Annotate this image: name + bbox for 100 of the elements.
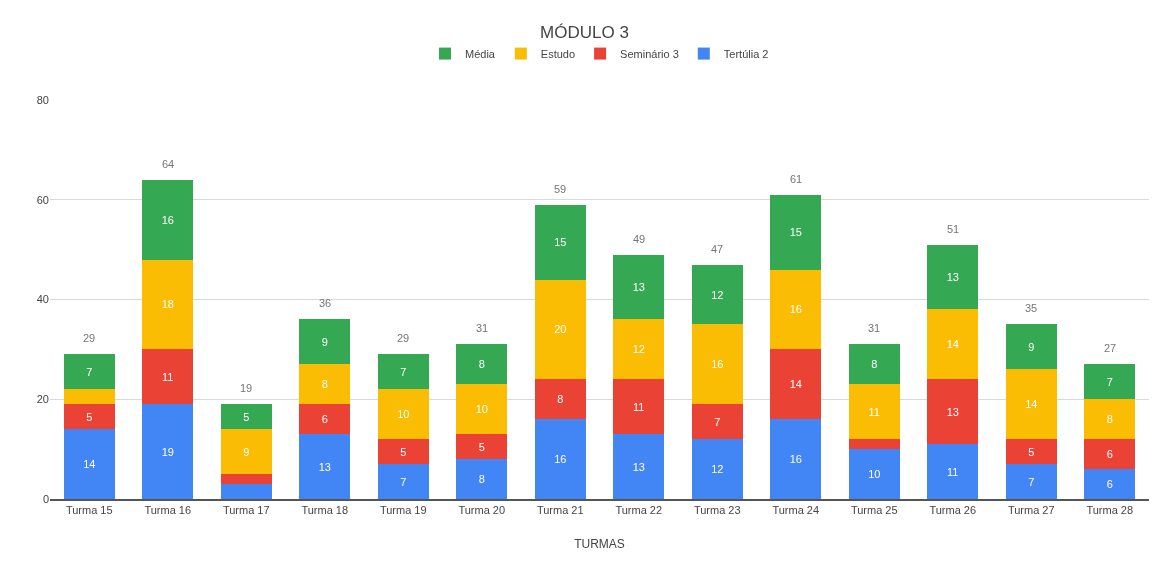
bar	[1084, 469, 1136, 499]
data-label: 5	[1028, 445, 1035, 458]
legend-label: Seminário 3	[620, 47, 679, 60]
bar	[220, 404, 272, 430]
data-label: 12	[711, 463, 724, 476]
data-label: 15	[554, 236, 567, 249]
data-label: 8	[478, 358, 485, 371]
data-label: 16	[789, 303, 802, 316]
legend-label: Estudo	[540, 47, 576, 60]
chart-title: MÓDULO 3	[540, 22, 629, 42]
total-label: 19	[240, 382, 253, 394]
total-label: 29	[83, 332, 96, 344]
bar	[220, 474, 272, 485]
data-label: 9	[321, 335, 328, 348]
data-label: 16	[161, 213, 174, 226]
data-label: 14	[946, 338, 959, 351]
bar	[534, 279, 586, 380]
data-label: 9	[243, 445, 250, 458]
x-tick-label: Turma 27	[1007, 503, 1055, 516]
data-label: 8	[1106, 413, 1113, 426]
total-label: 61	[790, 173, 803, 185]
bar	[770, 419, 822, 499]
x-tick-label: Turma 18	[301, 503, 349, 516]
total-label: 59	[554, 183, 567, 195]
data-label: 10	[397, 408, 410, 421]
bar	[691, 404, 743, 440]
data-label: 7	[86, 365, 93, 378]
data-label: 10	[475, 403, 488, 416]
bar	[377, 354, 429, 390]
bar	[848, 344, 900, 385]
bar	[691, 324, 743, 405]
y-tick-label: 40	[36, 293, 49, 306]
y-tick-label: 80	[36, 93, 49, 106]
bar	[927, 444, 979, 499]
bar	[456, 434, 508, 460]
data-label: 12	[711, 288, 724, 301]
data-label: 13	[946, 405, 959, 418]
total-label: 35	[1025, 302, 1038, 314]
bar	[63, 404, 115, 430]
x-tick-label: Turma 17	[222, 503, 270, 516]
data-label: 6	[321, 413, 328, 426]
total-label: 31	[868, 322, 881, 334]
bar	[1005, 439, 1057, 465]
legend-label: Média	[465, 47, 496, 60]
bar	[456, 459, 508, 499]
data-label: 18	[161, 298, 174, 311]
data-label: 13	[632, 281, 645, 294]
x-tick-label: Turma 22	[615, 503, 663, 516]
bar	[377, 389, 429, 440]
bar	[534, 379, 586, 420]
bar	[1084, 439, 1136, 470]
bar	[63, 354, 115, 390]
data-label: 5	[243, 410, 250, 423]
x-tick-label: Turma 28	[1086, 503, 1134, 516]
total-label: 64	[162, 158, 175, 170]
bar	[142, 404, 194, 499]
bar	[299, 319, 351, 365]
data-label: 13	[632, 460, 645, 473]
bar	[848, 439, 900, 450]
legend-label: Tertúlia 2	[723, 47, 769, 60]
total-label: 27	[1104, 342, 1117, 354]
data-label: 16	[789, 453, 802, 466]
bar	[770, 269, 822, 350]
bar	[299, 364, 351, 405]
bar	[1005, 324, 1057, 370]
data-label: 7	[400, 365, 407, 378]
bar	[456, 344, 508, 385]
data-label: 16	[711, 358, 724, 371]
data-label: 14	[789, 378, 802, 391]
data-label: 16	[554, 453, 567, 466]
data-label: 14	[83, 458, 96, 471]
bar	[613, 319, 665, 380]
bar	[927, 244, 979, 310]
x-tick-label: Turma 23	[693, 503, 741, 516]
x-tick-label: Turma 20	[458, 503, 506, 516]
data-label: 11	[947, 465, 959, 478]
data-label: 8	[478, 473, 485, 486]
total-label: 29	[397, 332, 410, 344]
x-axis-title: TURMAS	[574, 537, 625, 552]
bar	[848, 384, 900, 440]
x-tick-label: Turma 24	[772, 503, 820, 516]
data-label: 12	[632, 343, 645, 356]
bar	[299, 434, 351, 499]
data-label: 8	[321, 378, 328, 391]
total-label: 49	[633, 233, 646, 245]
data-label: 5	[86, 410, 93, 423]
data-label: 6	[1106, 448, 1113, 461]
bar	[691, 439, 743, 499]
total-label: 36	[319, 297, 332, 309]
total-label: 47	[711, 243, 724, 255]
bar	[220, 484, 272, 499]
bar	[63, 429, 115, 499]
data-label: 6	[1106, 478, 1113, 491]
x-tick-label: Turma 25	[850, 503, 898, 516]
data-label: 7	[1028, 475, 1035, 488]
bar	[534, 204, 586, 280]
data-label: 9	[1028, 340, 1035, 353]
bar	[1084, 364, 1136, 400]
data-label: 11	[868, 405, 880, 418]
bar	[299, 404, 351, 435]
